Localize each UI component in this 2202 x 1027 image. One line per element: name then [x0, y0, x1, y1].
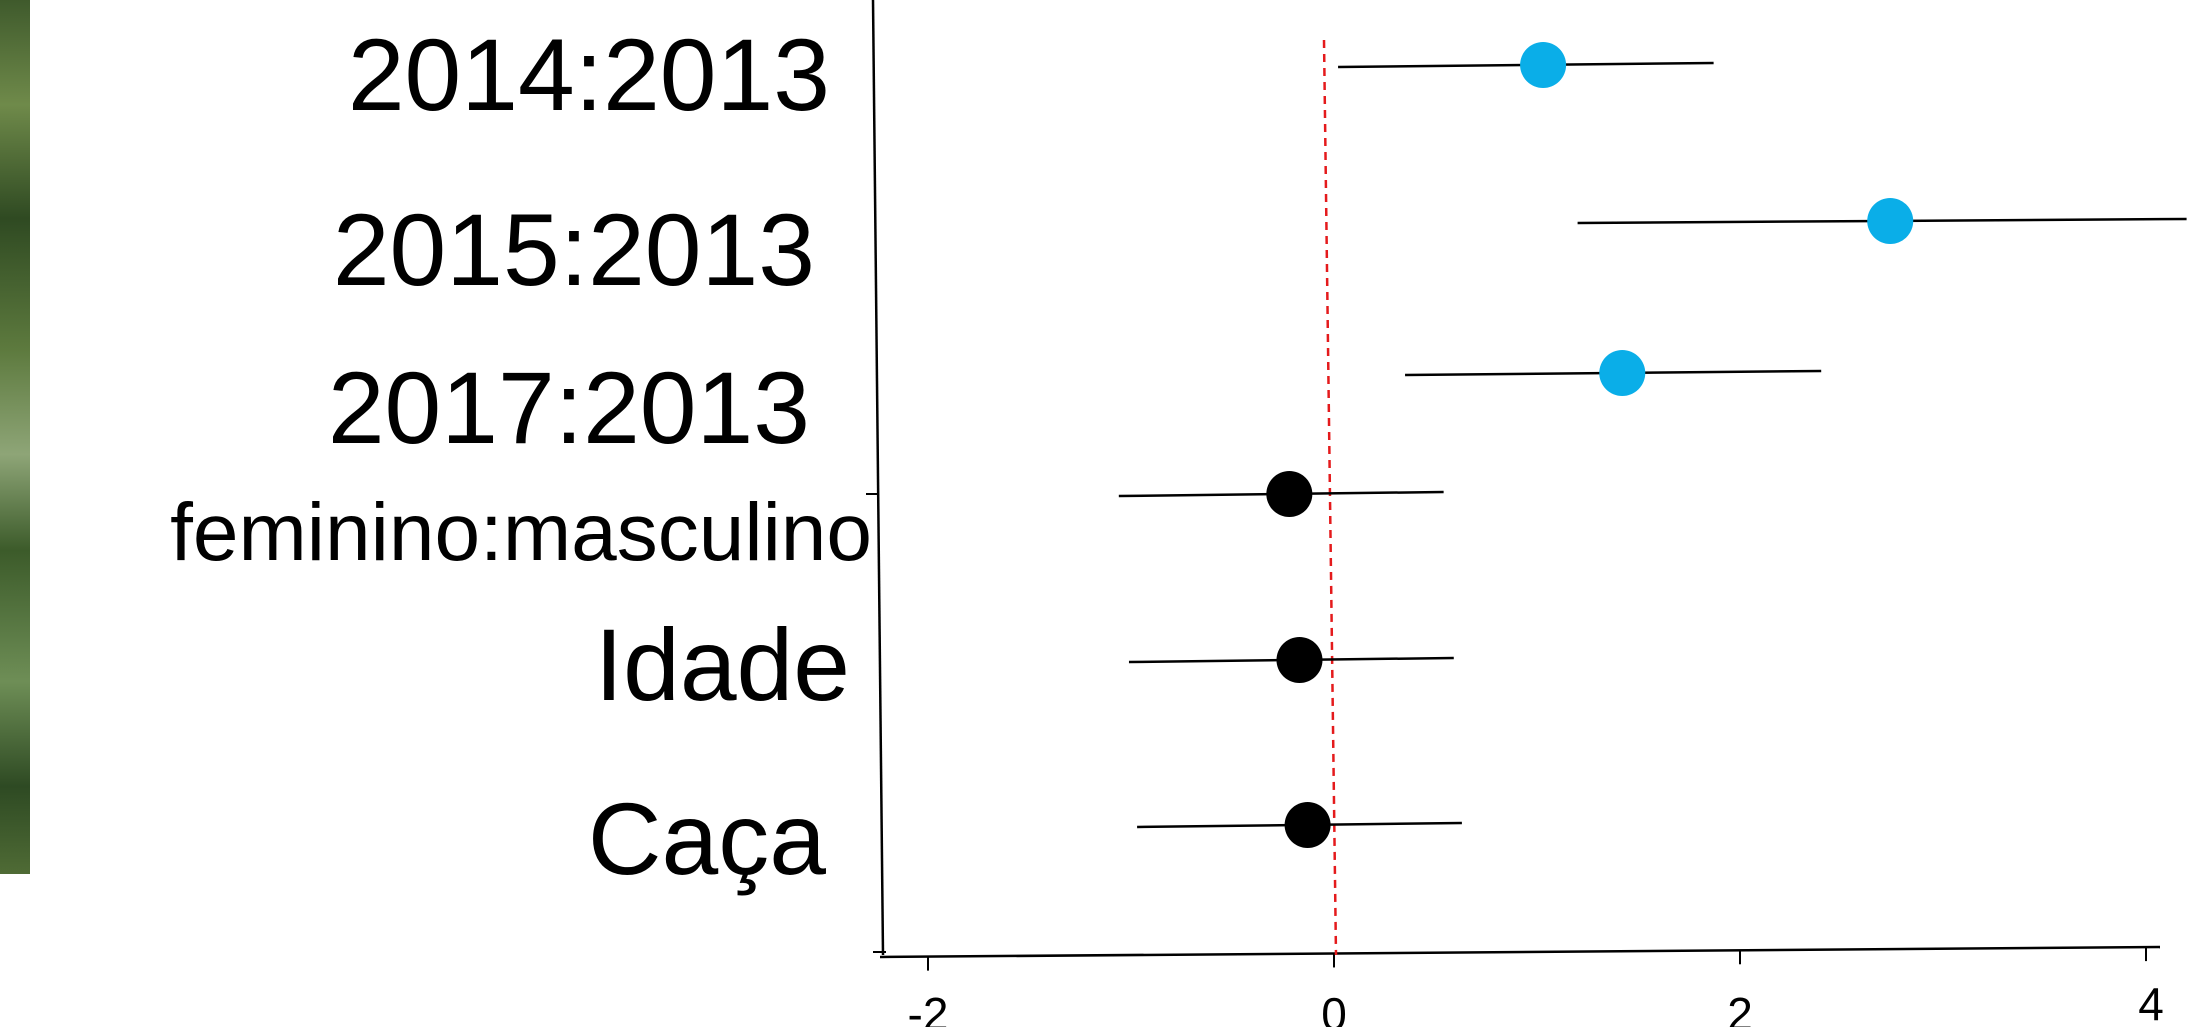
estimate-point	[1276, 637, 1323, 683]
x-tick-label: 0	[1321, 988, 1347, 1027]
axes: -2 0 2 4	[866, 0, 2164, 1027]
estimate-point	[1266, 471, 1313, 517]
category-label: 2015:2013	[333, 193, 815, 307]
category-label: 2014:2013	[348, 18, 830, 132]
background-photo-strip	[0, 0, 30, 874]
x-tick-label: -2	[908, 988, 949, 1027]
category-label: 2017:2013	[328, 351, 810, 465]
category-label: feminino:masculino	[170, 487, 872, 578]
estimate-point	[1599, 350, 1646, 396]
estimate-point	[1284, 802, 1331, 848]
category-label: Caça	[588, 782, 826, 896]
category-label: Idade	[595, 608, 850, 722]
reference-line	[1322, 39, 1338, 956]
plot-rows	[1118, 42, 2187, 848]
category-labels: 2014:2013 2015:2013 2017:2013 feminino:masc…	[170, 18, 872, 896]
estimate-point	[1867, 198, 1914, 244]
estimate-point	[1520, 42, 1567, 88]
y-axis-line	[871, 0, 885, 956]
x-tick-label: 4	[2138, 978, 2164, 1027]
x-axis-line	[879, 945, 2161, 959]
x-tick-label: 2	[1727, 988, 1753, 1027]
